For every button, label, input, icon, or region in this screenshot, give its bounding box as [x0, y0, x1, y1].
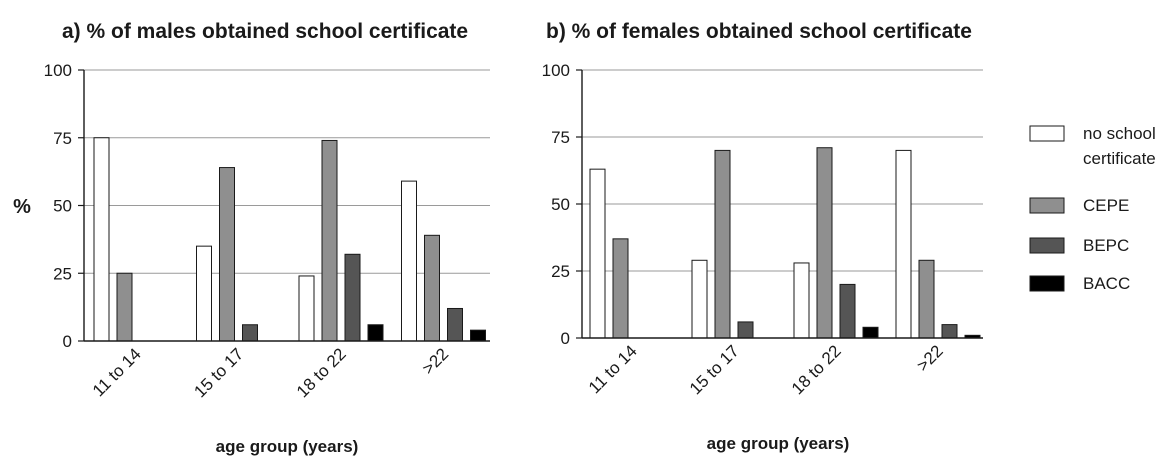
x-tick-label: 11 to 14 — [585, 341, 641, 397]
bar-no-school-certificate — [401, 180, 417, 342]
y-tick-label: 50 — [53, 197, 72, 216]
y-tick-label: 25 — [551, 262, 570, 281]
bar-no-school-certificate — [691, 259, 708, 339]
bar-cepe — [918, 259, 935, 339]
bar-no-school-certificate — [895, 149, 912, 339]
legend-swatch-bacc — [1029, 275, 1065, 292]
legend-label: BEPC — [1083, 236, 1129, 255]
bar-bacc — [470, 329, 486, 342]
bar-cepe — [321, 139, 338, 342]
y-tick-label: 75 — [53, 129, 72, 148]
bar-cepe — [612, 238, 629, 339]
x-axis-label: age group (years) — [707, 434, 850, 453]
bar-cepe — [714, 149, 731, 339]
bar-bepc — [737, 321, 754, 339]
legend-label: no school — [1083, 124, 1156, 143]
legend-swatch-bepc — [1029, 237, 1065, 254]
bar-cepe — [116, 272, 133, 342]
y-axis-label: % — [13, 196, 31, 218]
bar-no-school-certificate — [93, 137, 110, 342]
x-tick-label: 18 to 22 — [788, 341, 845, 398]
y-tick-label: 75 — [551, 128, 570, 147]
bar-bepc — [941, 324, 958, 339]
bar-no-school-certificate — [196, 245, 212, 342]
bar-bepc — [242, 324, 258, 342]
bar-bepc — [447, 307, 463, 342]
y-tick-label: 100 — [44, 61, 72, 80]
bar-no-school-certificate — [589, 168, 606, 339]
bar-bepc — [839, 283, 856, 339]
chart-males: a) % of males obtained school certificat… — [13, 20, 490, 456]
x-tick-label: >22 — [913, 341, 947, 375]
legend: no school certificate CEPE BEPC BACC — [1029, 124, 1156, 293]
y-tick-label: 25 — [53, 264, 72, 283]
legend-label: certificate — [1083, 149, 1156, 168]
chart-title: a) % of males obtained school certificat… — [62, 20, 468, 43]
legend-swatch-no-school-certificate — [1029, 125, 1065, 142]
chart-title: b) % of females obtained school certific… — [546, 20, 972, 43]
bar-bacc — [862, 326, 879, 339]
bar-bepc — [344, 253, 361, 342]
bar-cepe — [219, 167, 235, 342]
bar-no-school-certificate — [298, 275, 315, 342]
x-tick-label: 15 to 17 — [686, 341, 743, 398]
y-tick-label: 100 — [542, 61, 570, 80]
chart-females: b) % of females obtained school certific… — [542, 20, 983, 453]
legend-label: CEPE — [1083, 196, 1129, 215]
bar-cepe — [424, 234, 440, 342]
bar-bacc — [367, 324, 384, 342]
x-tick-label: >22 — [418, 344, 452, 378]
y-tick-label: 0 — [561, 329, 570, 348]
y-tick-label: 0 — [63, 332, 72, 351]
x-tick-label: 15 to 17 — [190, 344, 247, 401]
x-axis-label: age group (years) — [216, 437, 359, 456]
y-tick-label: 50 — [551, 195, 570, 214]
legend-label: BACC — [1083, 274, 1130, 293]
x-tick-label: 18 to 22 — [293, 344, 350, 401]
bar-cepe — [816, 147, 833, 339]
x-tick-label: 11 to 14 — [89, 344, 145, 400]
legend-swatch-cepe — [1029, 197, 1065, 214]
bar-no-school-certificate — [793, 262, 810, 339]
